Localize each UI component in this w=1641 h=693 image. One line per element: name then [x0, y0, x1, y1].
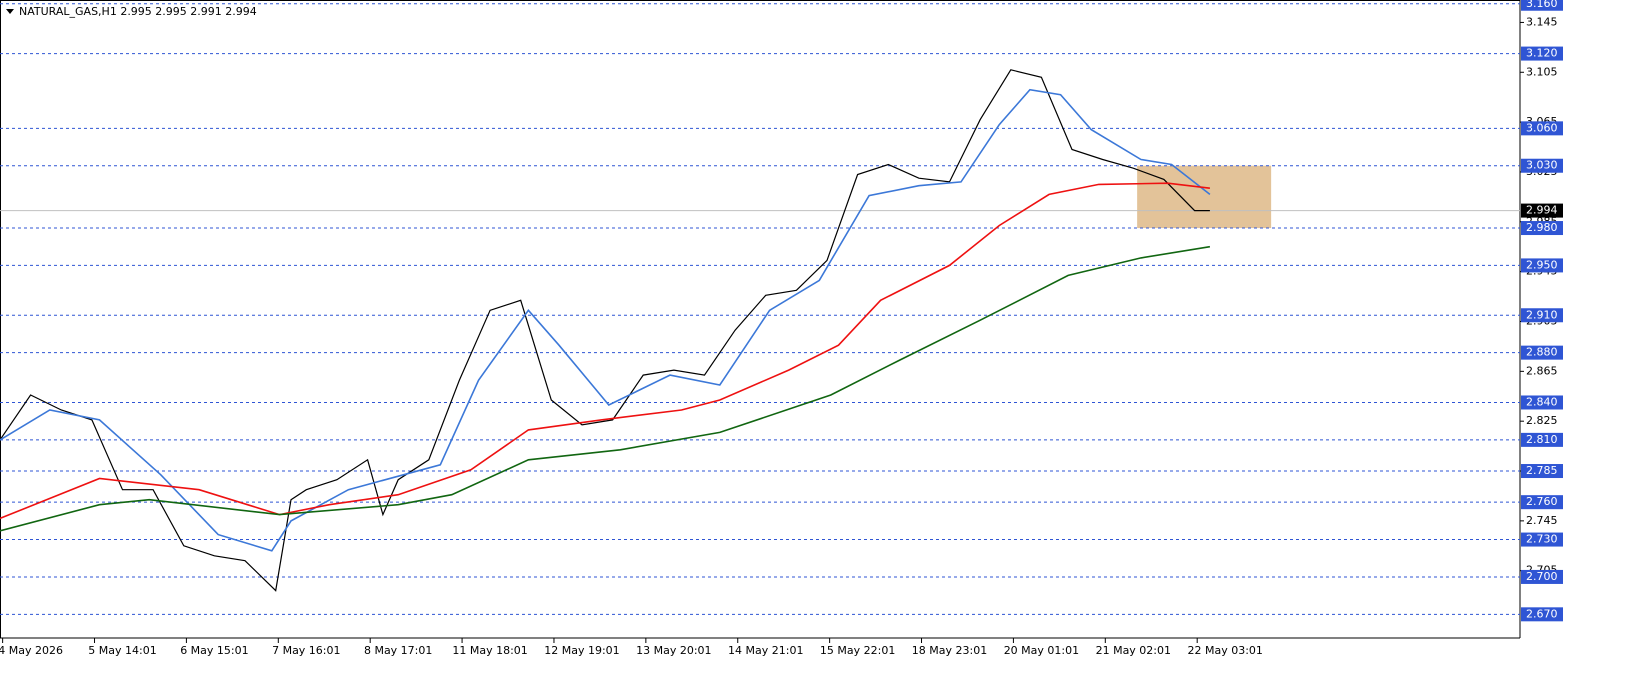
level-label-box: [1521, 158, 1563, 173]
x-tick-label: 7 May 16:01: [272, 644, 340, 657]
level-label-box: [1521, 569, 1563, 584]
level-label-box: [1521, 395, 1563, 410]
level-label-box: [1521, 121, 1563, 136]
chart-title: NATURAL_GAS,H1 2.995 2.995 2.991 2.994: [19, 5, 257, 18]
x-tick-label: 15 May 22:01: [820, 644, 895, 657]
level-label-box: [1521, 432, 1563, 447]
level-label-box: [1521, 221, 1563, 236]
y-tick-label: 2.825: [1526, 414, 1558, 427]
level-label-box: [1521, 532, 1563, 547]
price-line: [0, 245, 1211, 532]
x-tick-label: 20 May 01:01: [1004, 644, 1079, 657]
y-tick-label: 3.105: [1526, 65, 1558, 78]
x-tick-label: 22 May 03:01: [1187, 644, 1262, 657]
x-tick-label: 14 May 21:01: [728, 644, 803, 657]
current-price-label: 2.994: [1526, 204, 1558, 217]
level-label: 3.120: [1526, 47, 1558, 60]
level-label: 2.840: [1526, 395, 1558, 408]
level-label: 2.670: [1526, 607, 1558, 620]
price-line: [0, 182, 1210, 520]
level-label: 2.910: [1526, 308, 1558, 321]
level-label: 2.980: [1526, 221, 1558, 234]
level-label: 2.950: [1526, 258, 1558, 271]
x-tick-label: 11 May 18:01: [452, 644, 527, 657]
menu-arrow[interactable]: [6, 9, 14, 14]
current-price-box: [1521, 203, 1563, 218]
level-label: 2.880: [1526, 346, 1558, 359]
level-label: 2.700: [1526, 570, 1558, 583]
y-tick-label: 2.865: [1526, 364, 1558, 377]
level-label-box: [1521, 345, 1563, 360]
level-label: 3.060: [1526, 121, 1558, 134]
x-tick-label: 6 May 15:01: [180, 644, 248, 657]
price-line: [0, 88, 1211, 552]
x-tick-label: 8 May 17:01: [364, 644, 432, 657]
level-label: 3.030: [1526, 159, 1558, 172]
level-label: 2.760: [1526, 495, 1558, 508]
x-tick-label: 21 May 02:01: [1096, 644, 1171, 657]
level-label-box: [1521, 308, 1563, 323]
level-label-box: [1521, 46, 1563, 61]
level-label-box: [1521, 495, 1563, 510]
zone: [1137, 165, 1272, 229]
level-label: 2.785: [1526, 464, 1558, 477]
price-line: [0, 69, 1210, 592]
level-label: 2.730: [1526, 533, 1558, 546]
x-tick-label: 12 May 19:01: [544, 644, 619, 657]
x-tick-label: 4 May 2026: [0, 644, 63, 657]
level-label-box: [1521, 607, 1563, 622]
level-label-box: [1521, 464, 1563, 479]
x-tick-label: 5 May 14:01: [88, 644, 156, 657]
level-label: 3.160: [1526, 0, 1558, 10]
y-tick-label: 2.745: [1526, 514, 1558, 527]
level-label-box: [1521, 258, 1563, 273]
x-tick-label: 13 May 20:01: [636, 644, 711, 657]
y-tick-label: 3.145: [1526, 15, 1558, 28]
level-label: 2.810: [1526, 433, 1558, 446]
x-tick-label: 18 May 23:01: [912, 644, 987, 657]
level-label-box: [1521, 0, 1563, 11]
